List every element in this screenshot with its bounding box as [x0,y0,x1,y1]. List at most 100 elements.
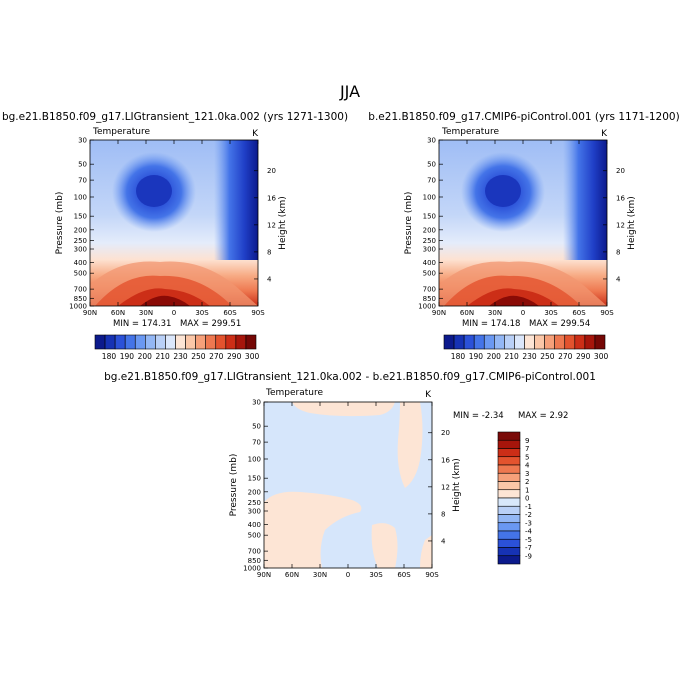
panel-pi-right-label: K [601,129,608,139]
x-tick-label: 90N [257,571,271,579]
y-tick-label: 150 [423,213,436,221]
y-tick-label: 300 [248,508,261,516]
y-tick-label: 1000 [243,565,261,573]
colorbar-box [453,334,465,350]
y-tick-label: 50 [78,161,87,169]
colorbar-box [564,334,576,350]
colorbar-label: 200 [487,352,502,361]
height-tick-label: 8 [441,510,445,518]
panel-diff-title: bg.e21.B1850.f09_g17.LIGtransient_121.0k… [104,371,596,383]
colorbar-box [584,334,596,350]
y-tick-label: 70 [427,177,436,185]
y-tick-label: 1000 [69,303,87,311]
x-tick-label: 60S [397,571,411,579]
height-tick-label: 16 [616,194,625,202]
colorbar-label: 180 [451,352,466,361]
colorbar-label: 270 [558,352,573,361]
colorbar-label: 200 [138,352,153,361]
y-tick-label: 200 [248,488,261,496]
colorbar-label: 190 [120,352,135,361]
y-axis-title: Pressure (mb) [404,192,414,255]
colorbar-label: 270 [209,352,224,361]
colorbar-box [514,334,525,350]
colorbar-box [483,334,495,350]
y-tick-label: 100 [423,193,436,201]
x-tick-label: 60N [285,571,299,579]
y-tick-label: 150 [248,475,261,483]
colorbar-label: 4 [525,462,530,470]
x-tick-label: 90N [432,309,446,317]
x-tick-label: 90S [251,309,265,317]
y-tick-label: 700 [248,548,261,556]
colorbar-box [124,334,136,350]
y-tick-label: 400 [74,259,87,267]
colorbar-box [497,481,521,491]
x-tick-label: 90S [600,309,614,317]
y-tick-label: 250 [248,499,261,507]
x-tick-label: 60S [223,309,237,317]
colorbar-label: 300 [594,352,609,361]
colorbar-box [134,334,146,350]
y-tick-label: 700 [74,286,87,294]
colorbar-label: 2 [525,478,529,486]
colorbar-label: -2 [525,511,532,519]
colorbar-label: 250 [540,352,555,361]
y-tick-label: 50 [427,161,436,169]
x-tick-label: 0 [346,571,350,579]
y-tick-label: 400 [423,259,436,267]
height-tick-label: 20 [441,429,450,437]
y-tick-label: 850 [248,557,261,565]
colorbar-box [215,334,227,350]
panel-lig-right-label: K [252,129,259,139]
x-tick-label: 60S [572,309,586,317]
y-tick-label: 100 [248,455,261,463]
colorbar-box [497,514,521,524]
y-tick-label: 500 [248,532,261,540]
colorbar-box [497,431,521,441]
colorbar-box [245,334,257,350]
panel-lig-colorbar: 180 190 200 210 230 250 270 290 300 [94,334,259,361]
panel-pi-colorbar: 180 190 200 210 230 250 270 290 300 [443,334,609,361]
colorbar-box [497,505,521,515]
colorbar-box [463,334,475,350]
colorbar-box [497,464,521,474]
y-tick-label: 30 [78,137,87,145]
panel-diff-right-label: K [425,390,432,400]
colorbar-label: 290 [576,352,591,361]
colorbar-label: -5 [525,536,532,544]
y-tick-label: 200 [74,226,87,234]
height-tick-label: 12 [267,221,276,229]
colorbar-label: 9 [525,437,529,445]
colorbar-box [494,334,505,350]
colorbar-box [145,334,156,350]
colorbar-box [235,334,247,350]
x-tick-label: 30S [195,309,209,317]
colorbar-label: 290 [227,352,242,361]
height-axis-title: Height (km) [278,196,288,250]
y-tick-label: 70 [252,439,261,447]
colorbar-box [497,489,521,499]
panel-diff-left-label: Temperature [265,388,323,398]
y-tick-label: 30 [427,137,436,145]
height-tick-label: 8 [267,248,271,256]
x-tick-label: 30N [488,309,502,317]
y-tick-label: 500 [423,270,436,278]
colorbar-box [497,530,521,540]
y-tick-label: 150 [74,213,87,221]
panel-pi-left-label: Temperature [441,127,499,137]
y-tick-label: 250 [423,237,436,245]
height-tick-label: 16 [441,456,450,464]
height-axis-title: Height (km) [452,458,462,512]
y-tick-label: 700 [423,286,436,294]
colorbar-label: 5 [525,453,529,461]
panel-pi-min: MIN = 174.18 [462,319,520,329]
y-tick-label: 1000 [418,303,436,311]
height-axis-title: Height (km) [627,196,637,250]
colorbar-box [574,334,586,350]
height-tick-label: 4 [267,275,272,283]
colorbar-box [497,456,521,466]
panel-pi-field [439,140,607,306]
colorbar-box [195,334,206,350]
